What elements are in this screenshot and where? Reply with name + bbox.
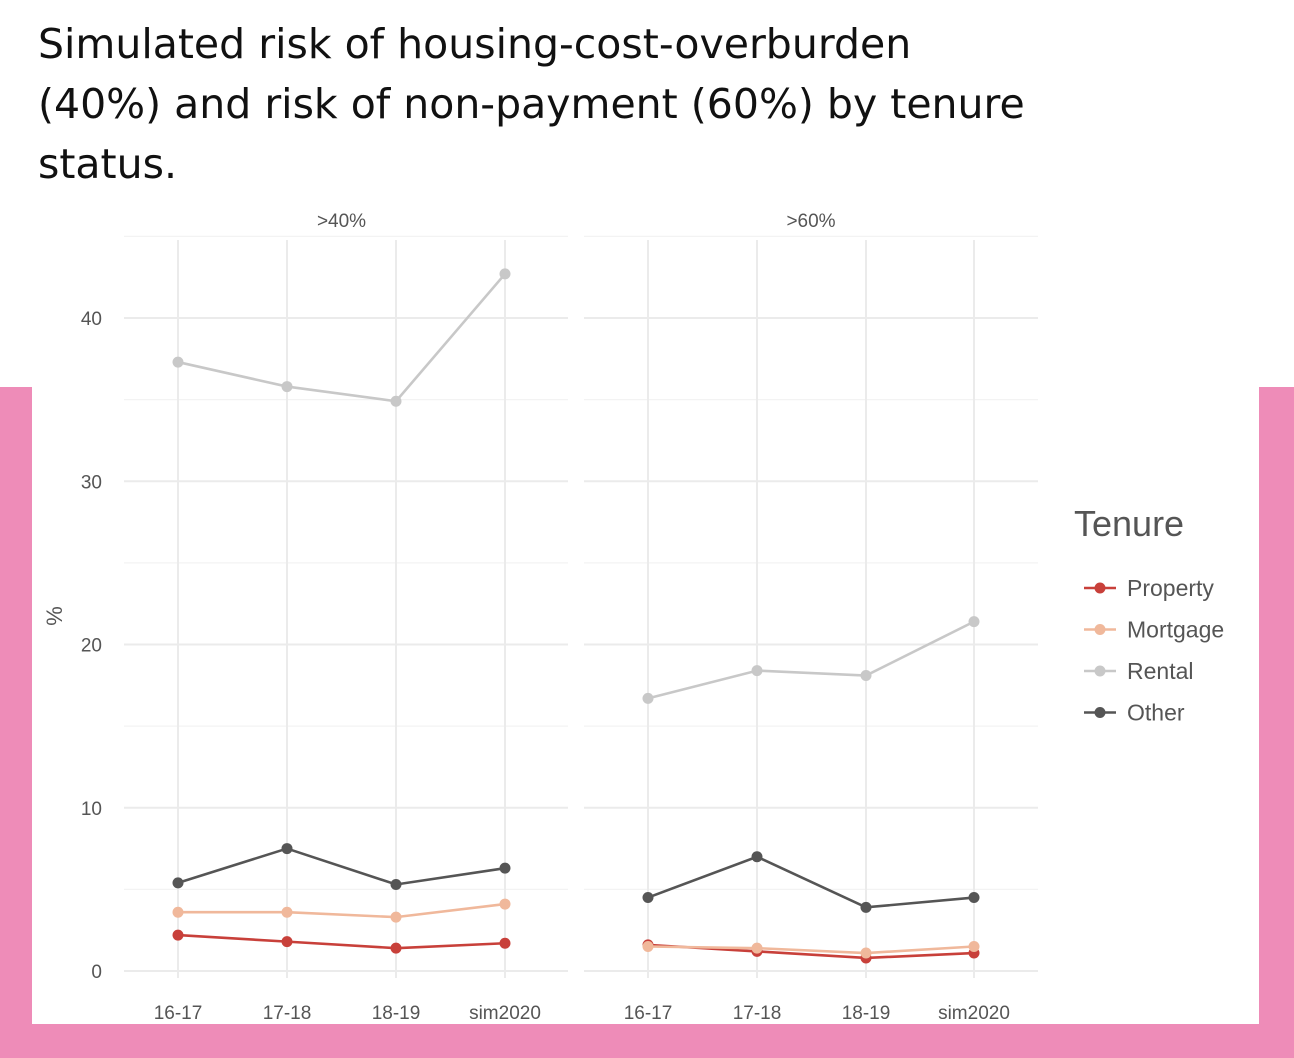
y-tick-label: 20 xyxy=(81,636,102,657)
x-tick-label: 18-19 xyxy=(372,1003,421,1024)
data-point-other xyxy=(860,901,872,913)
data-point-mortgage xyxy=(642,941,654,953)
data-point-property xyxy=(281,936,293,948)
y-tick-label: 40 xyxy=(81,309,102,330)
y-axis-label: % xyxy=(42,606,67,626)
series-line-mortgage xyxy=(647,945,975,955)
series-line-property xyxy=(177,933,506,950)
x-tick-label: sim2020 xyxy=(938,1003,1010,1024)
data-point-mortgage xyxy=(281,906,293,918)
data-point-other xyxy=(968,892,980,904)
series-line-other xyxy=(647,855,975,909)
data-point-property xyxy=(499,937,511,949)
x-tick-label: 16-17 xyxy=(154,1003,203,1024)
data-point-rental xyxy=(172,356,184,368)
panel-label: >40% xyxy=(317,211,366,232)
legend-title: Tenure xyxy=(1074,503,1184,544)
chart-title: Simulated risk of housing-cost-overburde… xyxy=(38,20,1025,188)
data-point-other xyxy=(390,878,402,890)
legend-label-mortgage: Mortgage xyxy=(1127,617,1224,643)
series-line-rental xyxy=(647,620,975,700)
data-point-mortgage xyxy=(751,942,763,954)
data-point-rental xyxy=(860,670,872,682)
series-line-rental xyxy=(177,273,506,403)
data-point-other xyxy=(499,862,511,874)
data-point-rental xyxy=(968,616,980,628)
series-line-mortgage xyxy=(178,902,506,919)
data-point-property xyxy=(172,929,184,941)
data-point-mortgage xyxy=(499,898,511,910)
data-point-property xyxy=(390,942,402,954)
data-point-mortgage xyxy=(390,911,402,923)
y-tick-label: 10 xyxy=(81,799,102,820)
data-point-mortgage xyxy=(968,941,980,953)
data-point-rental xyxy=(390,395,402,407)
legend-key-point xyxy=(1094,582,1106,594)
data-point-rental xyxy=(281,381,293,393)
data-point-mortgage xyxy=(860,947,872,959)
legend-label-property: Property xyxy=(1127,575,1214,601)
x-tick-label: 17-18 xyxy=(733,1003,782,1024)
data-point-other xyxy=(751,851,763,863)
data-point-rental xyxy=(499,268,511,280)
data-point-other xyxy=(172,877,184,889)
y-tick-label: 30 xyxy=(81,472,102,493)
x-tick-label: 18-19 xyxy=(842,1003,891,1024)
x-tick-label: 16-17 xyxy=(624,1003,673,1024)
x-tick-label: sim2020 xyxy=(469,1003,541,1024)
x-tick-label: 17-18 xyxy=(263,1003,312,1024)
data-point-rental xyxy=(751,665,763,677)
data-point-rental xyxy=(642,692,654,704)
panel-label: >60% xyxy=(786,211,835,232)
series-line-other xyxy=(177,847,506,886)
legend-key-point xyxy=(1094,707,1106,718)
chart-card xyxy=(32,0,1259,1024)
legend-label-other: Other xyxy=(1127,700,1185,726)
data-point-other xyxy=(281,843,293,855)
data-point-other xyxy=(642,892,654,904)
y-tick-label: 0 xyxy=(91,962,102,983)
legend-label-rental: Rental xyxy=(1127,658,1193,684)
data-point-mortgage xyxy=(172,906,184,918)
legend-key-point xyxy=(1094,665,1106,677)
legend-key-point xyxy=(1094,624,1106,635)
